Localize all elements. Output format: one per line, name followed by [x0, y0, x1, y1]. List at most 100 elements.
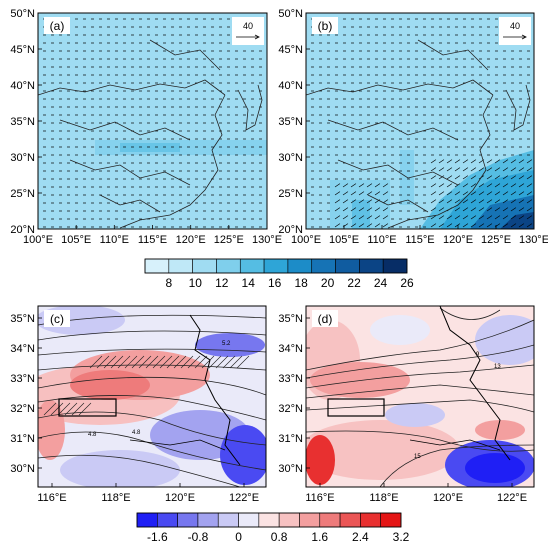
- colorbar-bottom-swatch: [136, 512, 158, 528]
- colorbar-bottom-label: -0.8: [188, 530, 209, 544]
- lat-tick-label: 32°N: [10, 403, 35, 415]
- lat-tick-label: 40°N: [10, 80, 35, 92]
- colorbar-bottom: -1.6 -0.8 0 0.8 1.6 2.4 3.2: [136, 512, 410, 544]
- lon-tick-label: 130°E: [519, 234, 548, 246]
- lon-tick-label: 118°E: [369, 492, 398, 504]
- colorbar-top-label: 26: [400, 276, 414, 290]
- panel-c-study-area-box: [58, 398, 117, 417]
- colorbar-bottom-label: -1.6: [147, 530, 168, 544]
- colorbar-bottom-label: 3.2: [393, 530, 410, 544]
- lon-tick-label: 120°E: [165, 492, 195, 504]
- lon-tick-label: 120°E: [443, 234, 473, 246]
- lon-tick-label: 100°E: [291, 234, 321, 246]
- colorbar-bottom-swatch: [360, 512, 381, 528]
- colorbar-bottom-label: 1.6: [311, 530, 328, 544]
- colorbar-top-label: 20: [321, 276, 335, 290]
- panel-a-label: (a): [50, 19, 65, 33]
- lat-tick-label: 45°N: [278, 44, 303, 56]
- lat-tick-label: 30°N: [10, 463, 35, 475]
- lat-tick-label: 31°N: [278, 433, 303, 445]
- colorbar-bottom-swatch: [177, 512, 199, 528]
- colorbar-top-label: 16: [268, 276, 282, 290]
- panel-d-contour-label: 13: [494, 364, 501, 370]
- lat-tick-label: 34°N: [278, 343, 303, 355]
- colorbar-top-swatch: [263, 258, 289, 274]
- colorbar-top-label: 22: [347, 276, 361, 290]
- colorbar-bottom-swatch: [339, 512, 361, 528]
- lat-tick-label: 50°N: [278, 8, 303, 20]
- lon-tick-label: 115°E: [138, 234, 167, 246]
- lon-tick-label: 105°E: [329, 234, 359, 246]
- panel-d-label: (d): [318, 312, 333, 326]
- lat-tick-label: 34°N: [10, 343, 35, 355]
- panel-a-background: [38, 13, 267, 229]
- panel-c-label: (c): [50, 312, 64, 326]
- colorbar-bottom-swatch: [157, 512, 178, 528]
- colorbar-bottom-swatch: [217, 512, 239, 528]
- panel-c-contour-label: 5.2: [222, 341, 231, 347]
- lat-tick-label: 35°N: [10, 116, 35, 128]
- lat-tick-label: 40°N: [278, 80, 303, 92]
- lon-tick-label: 105°E: [61, 234, 91, 246]
- lon-tick-label: 100°E: [23, 234, 53, 246]
- lat-tick-label: 35°N: [10, 313, 35, 325]
- lat-tick-label: 33°N: [278, 373, 303, 385]
- panel-b-label: (b): [318, 19, 333, 33]
- colorbar-top: 8 10 12 14 16 18 20 22 24 26: [144, 258, 414, 290]
- lat-tick-label: 35°N: [278, 116, 303, 128]
- lat-tick-label: 30°N: [278, 152, 303, 164]
- lon-tick-label: 122°E: [497, 492, 527, 504]
- colorbar-top-swatch: [144, 258, 170, 274]
- lat-tick-label: 25°N: [278, 188, 303, 200]
- colorbar-top-label: 24: [374, 276, 388, 290]
- colorbar-bottom-swatch: [319, 512, 341, 528]
- lat-tick-label: 45°N: [10, 44, 35, 56]
- lat-tick-label: 35°N: [278, 313, 303, 325]
- colorbar-top-swatch: [192, 258, 217, 274]
- colorbar-bottom-label: 0.8: [271, 530, 288, 544]
- colorbar-top-swatch: [239, 258, 265, 274]
- colorbar-bottom-label: 0: [235, 530, 242, 544]
- colorbar-top-swatch: [382, 258, 408, 274]
- lon-tick-label: 120°E: [433, 492, 463, 504]
- lon-tick-label: 120°E: [176, 234, 206, 246]
- colorbar-top-label: 8: [165, 276, 172, 290]
- lon-tick-label: 125°E: [214, 234, 244, 246]
- lon-tick-label: 110°E: [100, 234, 129, 246]
- colorbar-top-swatch: [216, 258, 241, 274]
- panel-d-contours: [306, 307, 534, 487]
- lat-tick-label: 20°N: [10, 224, 35, 236]
- lon-tick-label: 116°E: [305, 492, 334, 504]
- lat-tick-label: 32°N: [278, 403, 303, 415]
- lat-tick-label: 25°N: [10, 188, 35, 200]
- panel-a-wind-vectors: [43, 18, 262, 228]
- lon-tick-label: 125°E: [481, 234, 511, 246]
- colorbar-bottom-swatch: [238, 512, 260, 528]
- lon-tick-label: 130°E: [252, 234, 282, 246]
- panel-d-contour-label: 15: [414, 454, 421, 460]
- lat-tick-label: 20°N: [278, 224, 303, 236]
- colorbar-top-label: 10: [189, 276, 203, 290]
- lat-tick-label: 30°N: [10, 152, 35, 164]
- colorbar-bottom-swatch: [197, 512, 219, 528]
- panel-d-contour-label: 9: [476, 352, 480, 358]
- colorbar-bottom-swatch: [299, 512, 321, 528]
- colorbar-top-label: 14: [242, 276, 256, 290]
- lon-tick-label: 118°E: [101, 492, 130, 504]
- colorbar-bottom-label: 2.4: [352, 530, 369, 544]
- panel-a: (a) 40: [37, 12, 268, 230]
- colorbar-bottom-swatch: [258, 512, 280, 528]
- colorbar-bottom-swatch: [380, 512, 402, 528]
- colorbar-top-swatch: [359, 258, 384, 274]
- panel-b-vector-legend: [499, 17, 531, 45]
- colorbar-top-swatch: [287, 258, 313, 274]
- lat-tick-label: 31°N: [10, 433, 35, 445]
- panel-b: (b) 40: [305, 12, 535, 230]
- colorbar-top-swatch: [311, 258, 336, 274]
- lon-tick-label: 115°E: [405, 234, 434, 246]
- colorbar-top-label: 18: [294, 276, 308, 290]
- panel-c: 5.2 4.8 4.8 (c): [37, 305, 267, 488]
- colorbar-top-swatch: [168, 258, 193, 274]
- lat-tick-label: 50°N: [10, 8, 35, 20]
